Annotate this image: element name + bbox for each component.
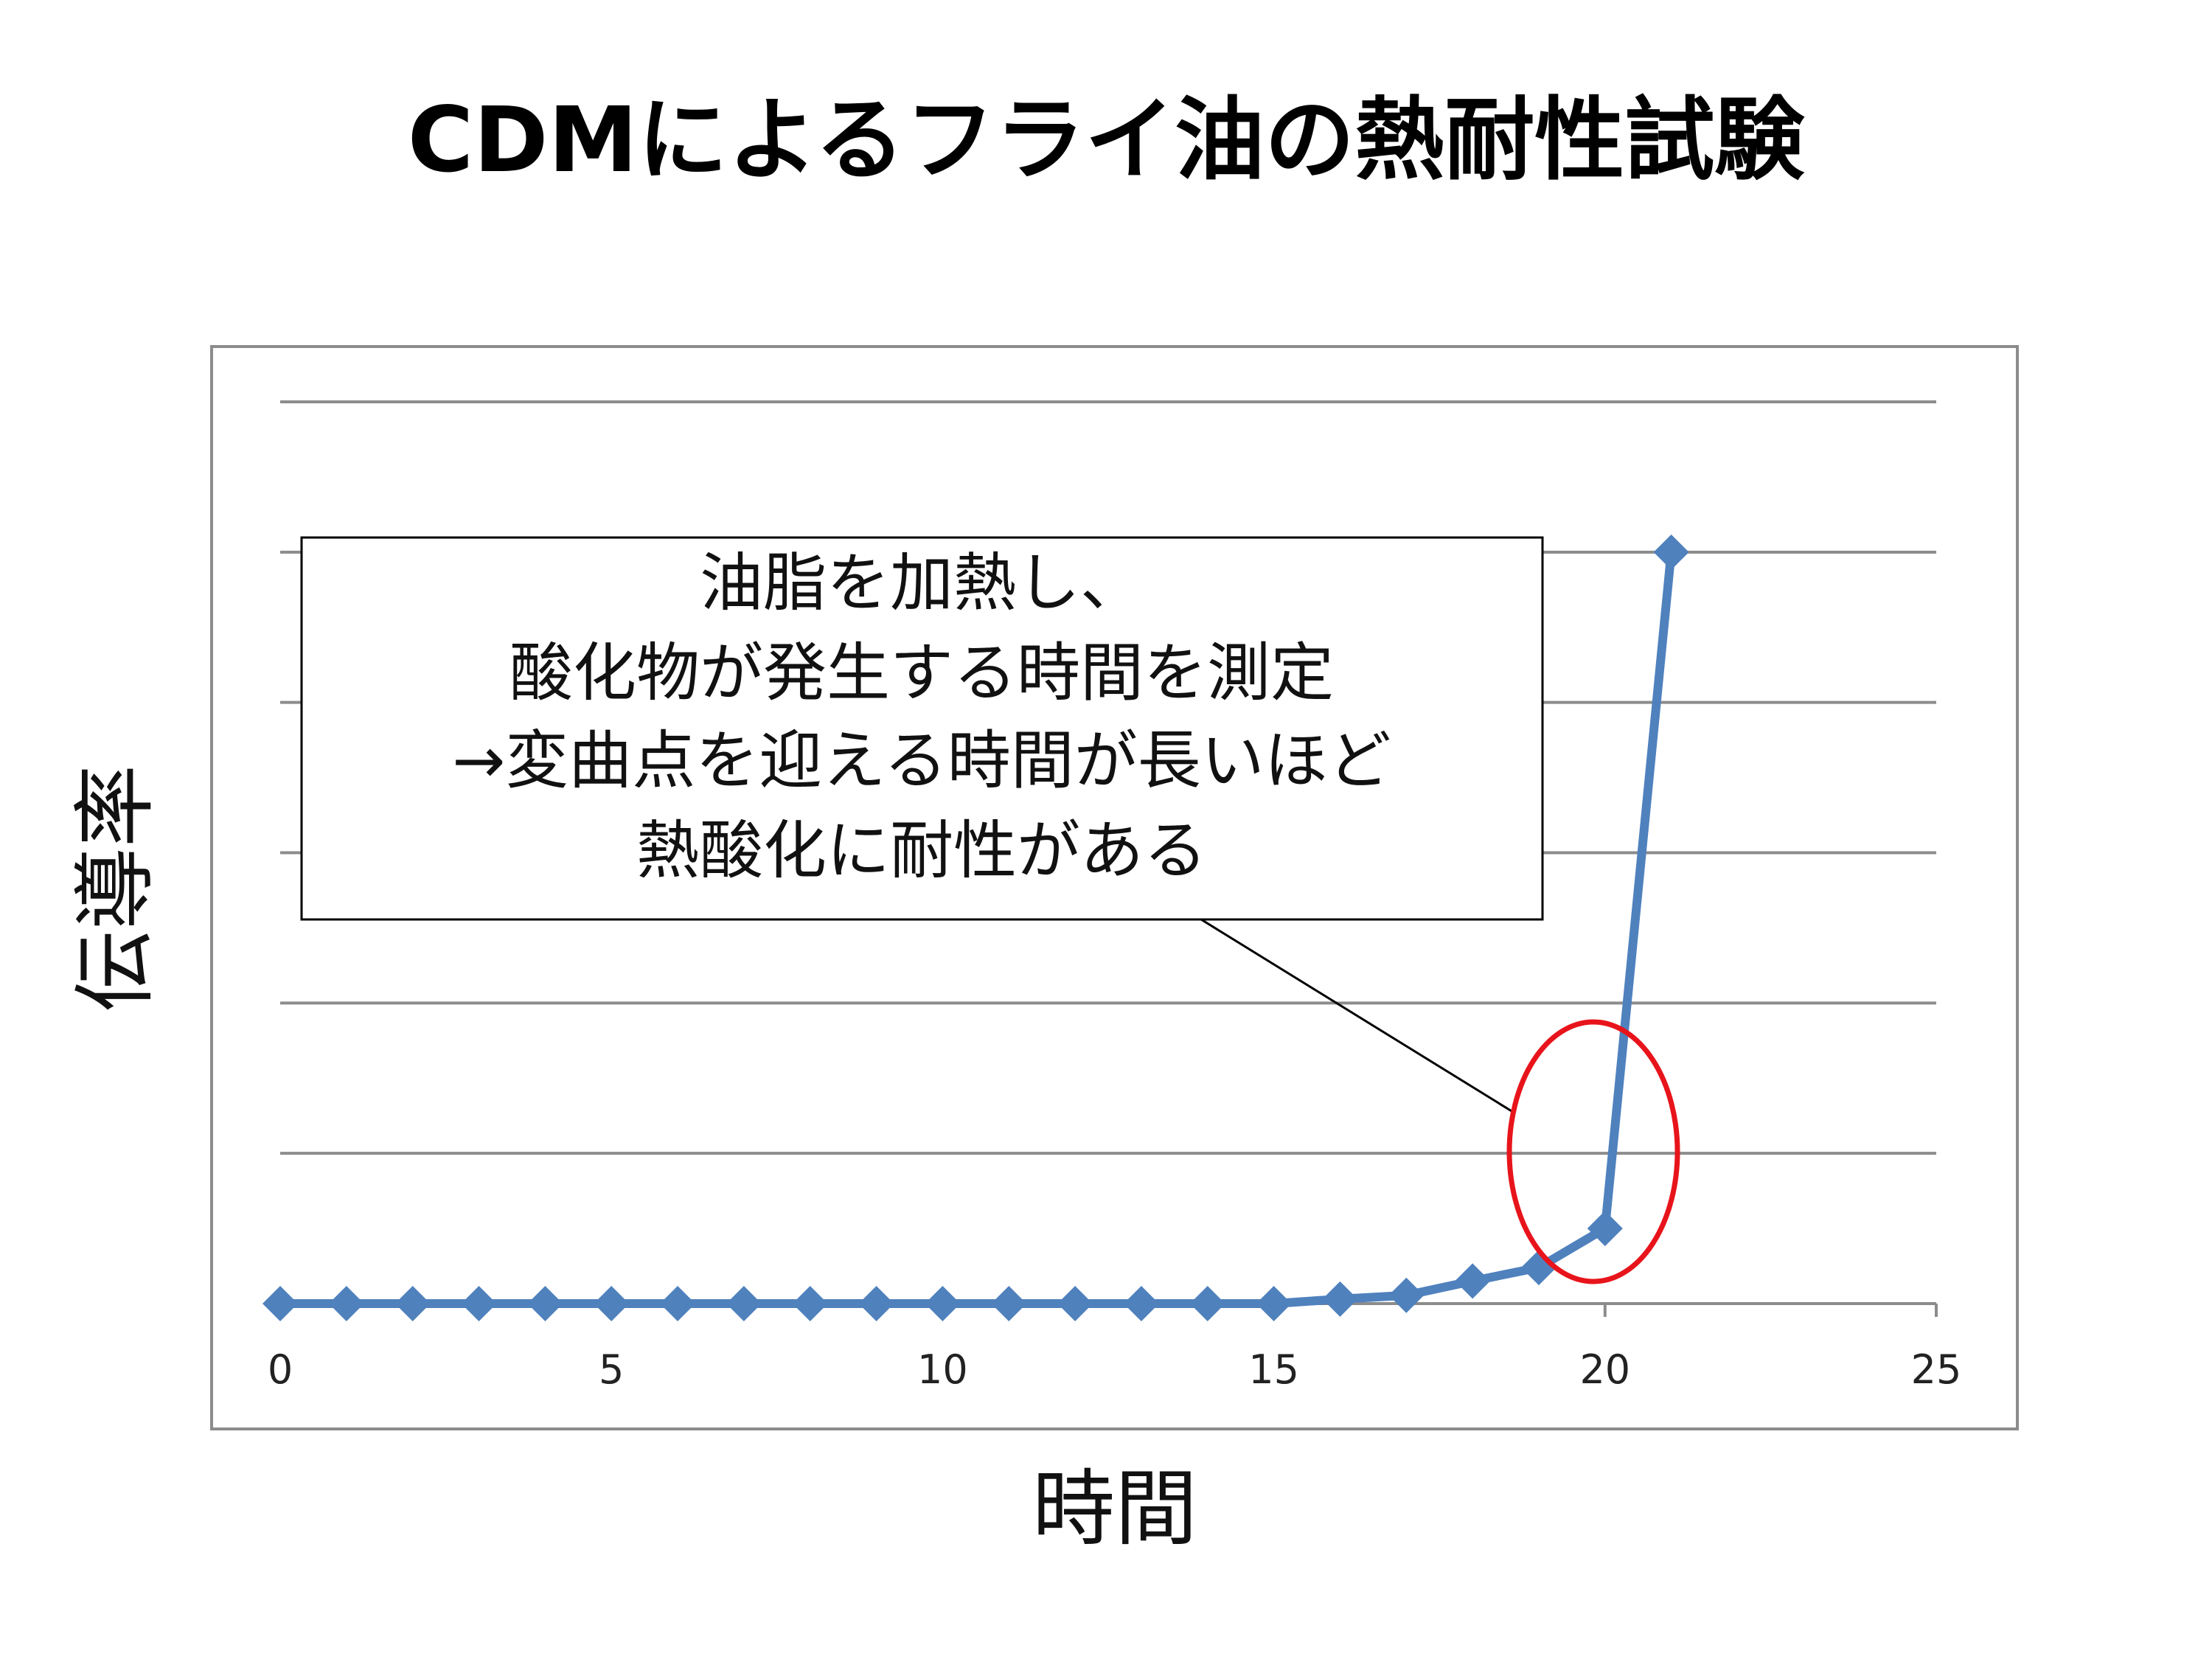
data-point-marker xyxy=(660,1286,696,1321)
x-tick-label: 10 xyxy=(917,1346,968,1393)
data-point-marker xyxy=(1587,1211,1623,1247)
data-point-marker xyxy=(262,1286,298,1321)
data-point-marker xyxy=(858,1286,894,1321)
data-point-marker xyxy=(328,1286,364,1321)
data-point-marker xyxy=(461,1286,497,1321)
data-point-marker xyxy=(925,1286,961,1321)
data-point-marker xyxy=(1388,1277,1425,1313)
data-point-marker xyxy=(594,1286,630,1321)
x-tick-label: 20 xyxy=(1579,1346,1630,1393)
x-tick-label: 0 xyxy=(268,1346,293,1393)
data-point-marker xyxy=(792,1286,828,1321)
data-point-marker xyxy=(1123,1286,1159,1321)
callout-leader-line xyxy=(1200,918,1516,1115)
data-point-marker xyxy=(991,1286,1027,1321)
slide-title: CDMによるフライ油の熱耐性試験 xyxy=(407,88,1805,192)
x-tick-label: 5 xyxy=(599,1346,624,1393)
data-point-marker xyxy=(1057,1286,1093,1321)
data-point-marker xyxy=(394,1286,431,1321)
annotation-box xyxy=(300,536,1544,921)
data-point-marker xyxy=(1256,1286,1292,1321)
data-point-marker xyxy=(1653,534,1689,570)
x-tick-label: 15 xyxy=(1248,1346,1299,1393)
x-tick-label: 25 xyxy=(1911,1346,1962,1393)
data-point-marker xyxy=(1455,1263,1491,1299)
annotation-line-2: 酸化物が発生する時間を測定 xyxy=(509,636,1334,710)
data-point-marker xyxy=(527,1286,563,1321)
data-point-marker xyxy=(1322,1281,1358,1317)
series-line xyxy=(276,547,1676,1308)
annotation-line-3: →変曲点を迎える時間が長いほど xyxy=(452,724,1391,798)
y-axis-title: 伝導率 xyxy=(68,765,164,1012)
inflection-highlight-ellipse xyxy=(1506,1019,1680,1284)
annotation-line-1: 油脂を加熱し、 xyxy=(700,546,1144,620)
annotation-line-4: 熱酸化に耐性がある xyxy=(636,814,1207,888)
data-point-marker xyxy=(1189,1286,1225,1321)
x-axis-title: 時間 xyxy=(1032,1461,1197,1557)
data-point-marker xyxy=(726,1286,762,1321)
